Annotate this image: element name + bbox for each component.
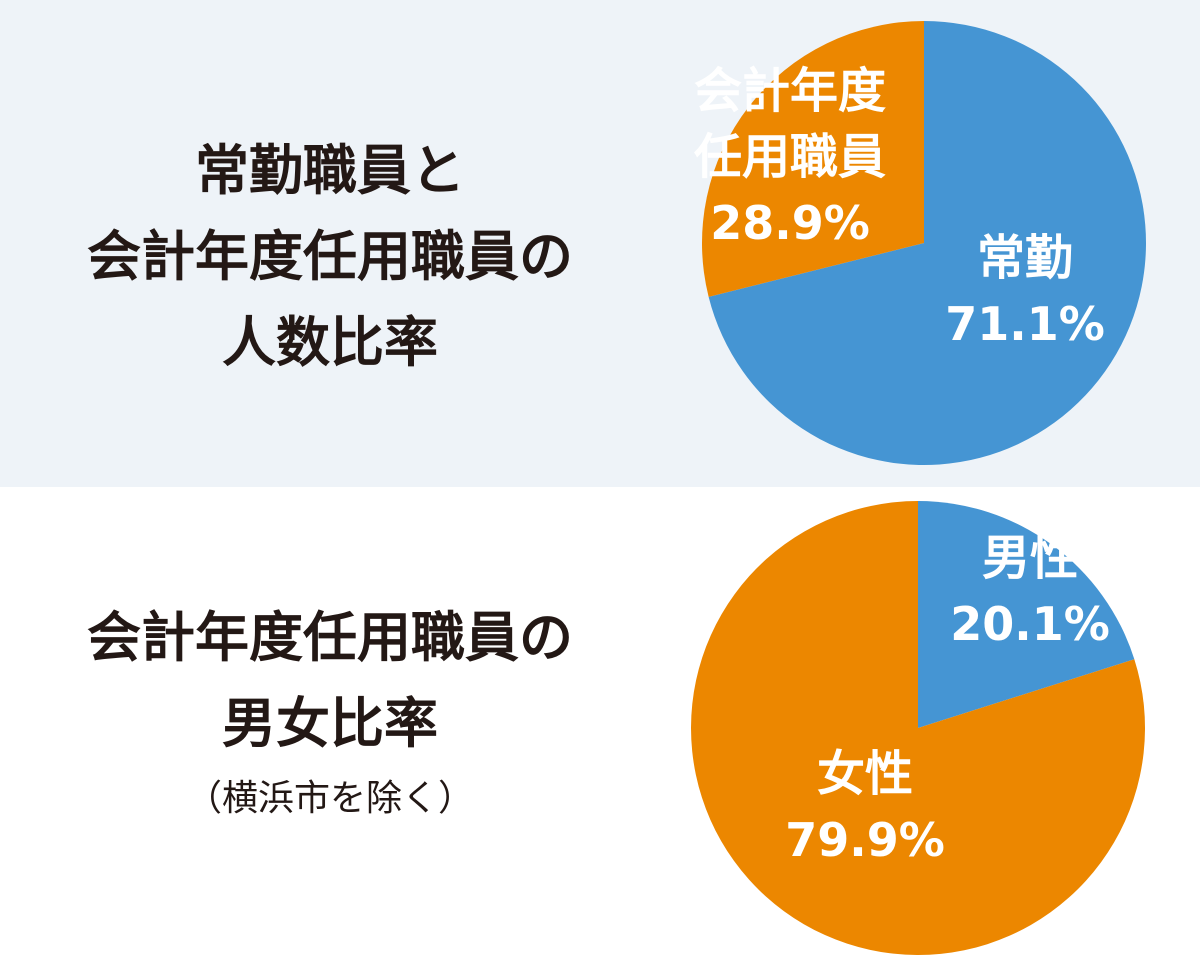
slice-label-fiscal-year-staff: 会計年度 任用職員 28.9% <box>675 58 905 256</box>
pie-slice-regular-staff <box>708 21 1146 465</box>
slice-value-label: 28.9% <box>710 196 870 250</box>
slice-label-female: 女性 79.9% <box>770 741 960 873</box>
title-line: 男女比率 <box>222 692 438 755</box>
chart-title-gender-ratio: 会計年度任用職員の 男女比率 （横浜市を除く） <box>0 595 660 831</box>
slice-value-label: 20.1% <box>950 597 1110 651</box>
slice-name: 男性 <box>981 530 1078 586</box>
chart-note: （横浜市を除く） <box>185 778 474 819</box>
slice-label-regular-staff: 常勤 71.1% <box>940 225 1110 357</box>
slice-value-label: 79.9% <box>785 813 945 867</box>
slice-name: 女性 <box>816 746 913 802</box>
chart-panel-staff-ratio: 常勤職員と 会計年度任用職員の 人数比率 常勤 71.1% 会計年度 任用職員 … <box>0 0 1200 487</box>
title-line: 会計年度任用職員の <box>87 225 573 288</box>
slice-value-label: 71.1% <box>945 297 1105 351</box>
title-line: 常勤職員と <box>195 139 465 202</box>
pie-slice-male <box>918 501 1135 728</box>
chart-title-staff-ratio: 常勤職員と 会計年度任用職員の 人数比率 <box>0 128 660 386</box>
pie-chart-staff-ratio <box>701 21 1146 465</box>
title-line: 人数比率 <box>222 311 438 374</box>
pie-chart-gender-ratio <box>691 501 1146 955</box>
title-line: 会計年度任用職員の <box>87 606 573 669</box>
slice-name-line: 任用職員 <box>693 129 886 185</box>
slice-label-male: 男性 20.1% <box>945 525 1115 657</box>
chart-panel-gender-ratio: 会計年度任用職員の 男女比率 （横浜市を除く） 男性 20.1% 女性 79.9… <box>0 487 1200 963</box>
slice-name: 常勤 <box>976 230 1073 286</box>
slice-name-line: 会計年度 <box>693 63 886 119</box>
pie-slice-female <box>691 501 1146 955</box>
pie-slice-fiscal-year-staff <box>701 21 924 297</box>
